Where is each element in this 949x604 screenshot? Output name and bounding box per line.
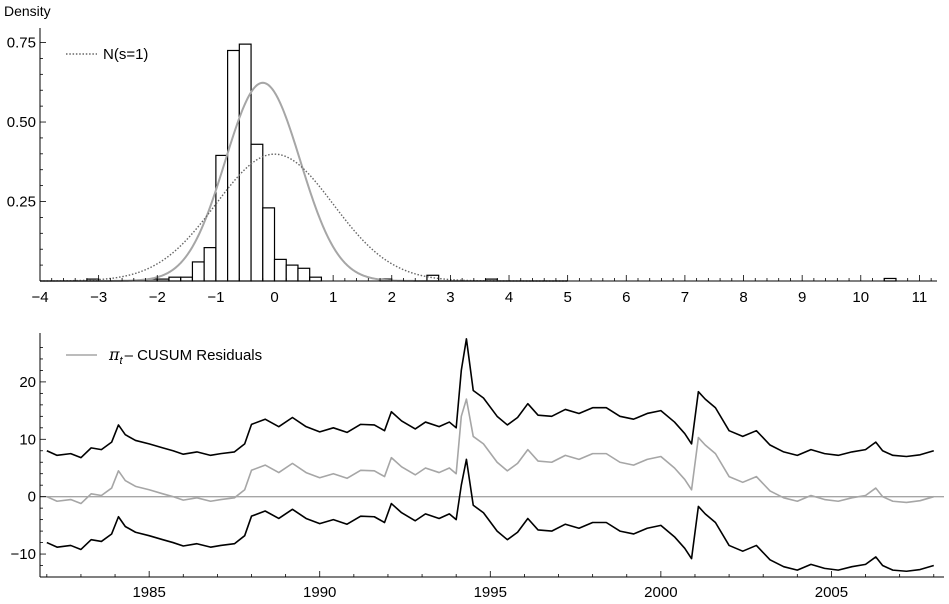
histogram-bars — [86, 43, 897, 282]
upper-band-line — [46, 338, 934, 459]
histogram-bar — [191, 261, 205, 282]
top-x-tick-label: 2 — [388, 289, 396, 306]
bottom-axes: 1985 1990 1995 2000 2005 −10 0 10 20 — [11, 333, 944, 601]
top-axes: −4 −3 −2 −1 0 1 2 3 4 5 6 7 8 9 10 11 0.25 0.50 0.75 — [7, 28, 937, 306]
histogram-bar — [203, 247, 217, 282]
histogram-bar — [285, 264, 299, 282]
histogram-bar — [168, 276, 182, 282]
top-x-tick-label: 4 — [505, 289, 513, 306]
top-x-tick-label: 6 — [622, 289, 630, 306]
top-y-tick-label: 0.50 — [7, 114, 36, 131]
density-histogram-panel: Density −4 −3 −2 −1 0 1 2 3 4 5 6 7 8 9 10 11 0.25 0.50 0.… — [4, 3, 937, 306]
top-x-tick-label: 1 — [329, 289, 337, 306]
fitted-density-curve — [40, 81, 568, 282]
bottom-x-tick-label: 2005 — [815, 584, 848, 601]
histogram-bar — [309, 276, 323, 282]
histogram-bar — [273, 258, 287, 282]
bottom-y-tick-label: 20 — [19, 374, 36, 391]
histogram-bar — [227, 49, 240, 282]
bottom-y-tick-label: 0 — [28, 489, 36, 506]
legend-suffix: – CUSUM Residuals — [125, 347, 263, 364]
histogram-bar — [262, 207, 276, 282]
top-x-tick-label: −3 — [90, 289, 107, 306]
top-x-tick-label: 3 — [446, 289, 454, 306]
lower-band-line — [46, 458, 934, 573]
bottom-y-tick-label: −10 — [11, 546, 36, 563]
top-x-tick-label: 5 — [563, 289, 571, 306]
legend-label-normal: N(s=1) — [103, 46, 148, 63]
histogram-bar — [180, 276, 194, 282]
bottom-x-tick-label: 1990 — [303, 584, 336, 601]
legend-label-cusum: πt – CUSUM Residuals — [108, 345, 262, 367]
histogram-bar — [250, 143, 264, 282]
bottom-legend: πt – CUSUM Residuals — [66, 345, 262, 367]
bottom-x-tick-label: 1985 — [132, 584, 165, 601]
cusum-residual-line — [46, 398, 934, 505]
histogram-bar — [297, 267, 311, 282]
legend-pi: π — [108, 345, 120, 364]
top-x-tick-label: 9 — [798, 289, 806, 306]
top-x-tick-label: −4 — [31, 289, 48, 306]
top-x-tick-label: 11 — [912, 289, 928, 306]
cusum-residuals-panel: 1985 1990 1995 2000 2005 −10 0 10 20 πt – CUSUM R… — [11, 333, 944, 601]
bottom-x-tick-label: 1995 — [474, 584, 507, 601]
bottom-y-tick-label: 10 — [19, 431, 36, 448]
top-x-tick-label: 0 — [270, 289, 278, 306]
top-x-tick-label: 8 — [739, 289, 747, 306]
bottom-x-tick-label: 2000 — [644, 584, 677, 601]
top-x-tick-label: −1 — [207, 289, 224, 306]
top-x-tick-label: 7 — [681, 289, 689, 306]
top-x-tick-label: −2 — [149, 289, 166, 306]
y-axis-label: Density — [4, 3, 51, 19]
top-y-tick-label: 0.75 — [7, 35, 36, 52]
legend-subscript: t — [120, 355, 124, 367]
cusum-series — [46, 338, 934, 573]
histogram-bar — [238, 43, 252, 282]
top-x-tick-label: 10 — [852, 289, 869, 306]
density-curves — [39, 81, 568, 282]
top-legend: N(s=1) — [66, 46, 148, 63]
top-y-tick-label: 0.25 — [7, 194, 36, 211]
